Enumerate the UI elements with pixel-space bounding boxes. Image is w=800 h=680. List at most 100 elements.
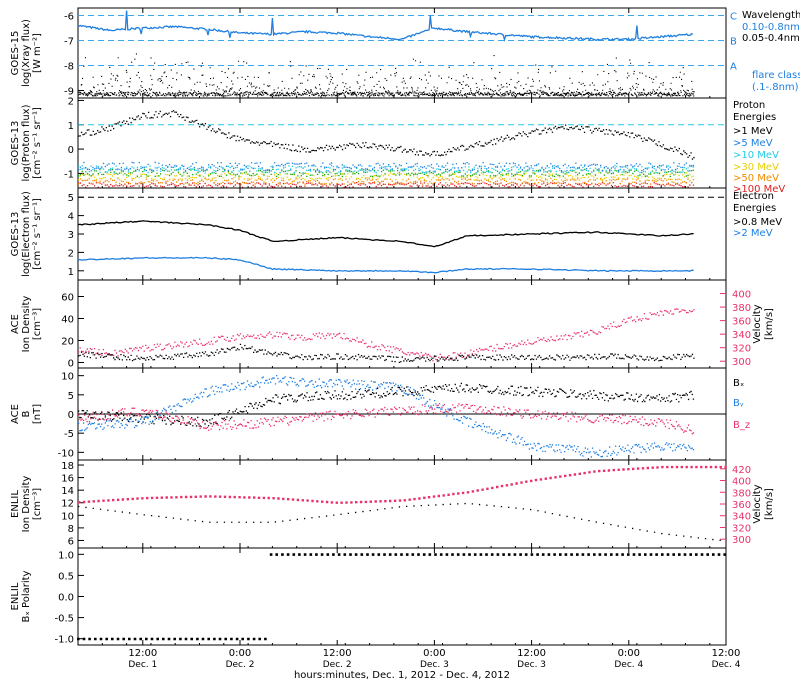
proton-band-series — [78, 164, 695, 174]
x-tick-day: Dec. 2 — [323, 660, 352, 670]
y-tick-label: 2 — [68, 248, 74, 259]
y-tick-label: 4 — [68, 212, 74, 223]
ace-solarwind-panel: 60 40 20 0 ACE Ion Density [cm⁻³] 400 380 360 340 3… — [10, 279, 775, 370]
y-tick-label: 18 — [61, 461, 74, 472]
y-axis-label: GOES-15 — [10, 31, 21, 76]
y-axis-label: log(Xray flux) — [21, 19, 32, 87]
y-tick-label: 0 — [68, 359, 74, 370]
legend-entry: >1 MeV — [733, 126, 773, 137]
y-axis-label: GOES-13 — [10, 121, 21, 166]
x-tick-time: 12:00 — [323, 648, 352, 659]
electron-series — [77, 220, 694, 248]
y-tick-label: -1 — [64, 169, 74, 180]
proton-band-series — [78, 168, 695, 178]
x-tick-time: 0:00 — [229, 648, 251, 659]
legend-bz: B_z — [733, 420, 750, 431]
ace-velocity-series — [78, 308, 695, 363]
legend-entry: >100 MeV — [733, 184, 785, 195]
legend-entry: flare class — [752, 70, 800, 81]
b-component-series — [78, 382, 695, 428]
y-tick-label: 3 — [68, 230, 74, 241]
x-tick-day: Dec. 3 — [517, 660, 546, 670]
legend-entry: Proton — [733, 100, 765, 111]
y-tick-label: -5 — [64, 429, 74, 440]
y-axis-label: GOES-13 — [10, 212, 21, 257]
y-axis-label: [cm⁻³] — [32, 488, 43, 520]
y-axis-label: Ion Density — [21, 296, 32, 353]
y-tick-label-right: 420 — [732, 465, 751, 476]
y-tick-label-right: 380 — [732, 303, 751, 314]
panel-frame — [77, 547, 727, 646]
y-tick-label: 1.0 — [58, 550, 74, 561]
legend-entry: >50 MeV — [733, 173, 779, 184]
enlil-density-series — [78, 502, 721, 541]
x-tick-day: Dec. 3 — [420, 660, 449, 670]
y-axis-label: [nT] — [32, 404, 43, 424]
b-component-series — [78, 375, 695, 458]
xray-short-series — [78, 53, 695, 97]
y-tick-label-right: 320 — [732, 523, 751, 534]
y-tick-label: -9 — [64, 87, 74, 98]
legend-bx: Bₓ — [733, 378, 744, 389]
goes15-panel: -6 -7 -8 -9 GOES-15 log(Xray flux) [W m⁻²] C B A W… — [10, 7, 800, 99]
y-axis-label: Ion Density — [21, 476, 32, 533]
legend-entry: Electron — [733, 191, 774, 202]
y-axis-label: ENLIL — [10, 582, 21, 610]
ace-bfield-panel: 10 5 0 -5 -10 ACE B [nT] Bₓ Bᵧ B_z — [10, 367, 750, 461]
x-tick-time: 12:00 — [517, 648, 546, 659]
y-tick-label: 20 — [61, 337, 74, 348]
y-tick-label: 12 — [61, 499, 74, 510]
y-axis-label: log(Proton flux) — [21, 104, 32, 181]
y-tick-label: 10 — [61, 372, 74, 383]
x-tick-day: Dec. 2 — [226, 660, 255, 670]
y-axis-label-right: [km/s] — [764, 308, 775, 340]
legend-title: Wavelength — [742, 10, 800, 21]
y-tick-label: 6 — [68, 536, 74, 547]
legend-entry: 0.10-0.8nm — [742, 22, 800, 33]
y-tick-label: -10 — [58, 448, 74, 459]
y-tick-label-right: 400 — [732, 290, 751, 301]
flare-level-label: A — [730, 62, 737, 73]
panels: -6 -7 -8 -9 GOES-15 log(Xray flux) [W m⁻²] C B A W… — [10, 7, 800, 646]
y-tick-label: 10 — [61, 511, 74, 522]
y-tick-label: 60 — [61, 293, 74, 304]
goes13-proton-panel: 2 1 0 -1 GOES-13 log(Proton flux) [cm⁻² s⁻¹ sr… — [10, 96, 785, 195]
y-tick-label: 5 — [68, 193, 74, 204]
y-tick-label: 1 — [68, 267, 74, 278]
y-axis-label-right: Velocity — [752, 304, 763, 343]
y-tick-label: -6 — [64, 12, 74, 23]
y-tick-label-right: 380 — [732, 488, 751, 499]
y-tick-label: 0.0 — [58, 593, 74, 604]
y-axis-label: Bₓ Polarity — [21, 570, 32, 622]
y-tick-label-right: 300 — [732, 535, 751, 546]
legend-entry: >2 MeV — [733, 228, 773, 239]
y-tick-label: -8 — [64, 62, 74, 73]
y-tick-label-right: 400 — [732, 477, 751, 488]
y-tick-label: 16 — [61, 474, 74, 485]
x-axis-title: hours:minutes, Dec. 1, 2012 - Dec. 4, 20… — [294, 670, 510, 680]
proton-band-series — [78, 161, 695, 172]
legend-entry: (.1-.8nm) — [752, 82, 799, 93]
y-axis-label: B — [21, 410, 32, 417]
y-axis-label: [W m⁻²] — [32, 33, 43, 73]
y-axis-label: ACE — [10, 314, 21, 334]
proton-band-series — [78, 182, 695, 188]
y-axis-label-right: Velocity — [752, 484, 763, 523]
y-tick-label-right: 360 — [732, 500, 751, 511]
y-axis-label: ENLIL — [10, 490, 21, 518]
legend-entry: Energies — [733, 203, 776, 214]
polarity-series — [77, 553, 726, 641]
y-tick-label: 2 — [68, 96, 74, 107]
proton-band-series — [78, 172, 695, 181]
proton-band-series — [78, 177, 695, 185]
y-axis-label: [cm⁻² s⁻¹ sr⁻¹] — [32, 198, 43, 270]
legend-entry: >10 MeV — [733, 150, 779, 161]
ace-density-series — [78, 343, 695, 363]
flare-level-label: C — [730, 12, 737, 23]
flare-level-label: B — [730, 37, 737, 48]
y-tick-label-right: 340 — [732, 512, 751, 523]
y-axis-label: log(Electron flux) — [21, 191, 32, 277]
legend-entry: >30 MeV — [733, 162, 779, 173]
